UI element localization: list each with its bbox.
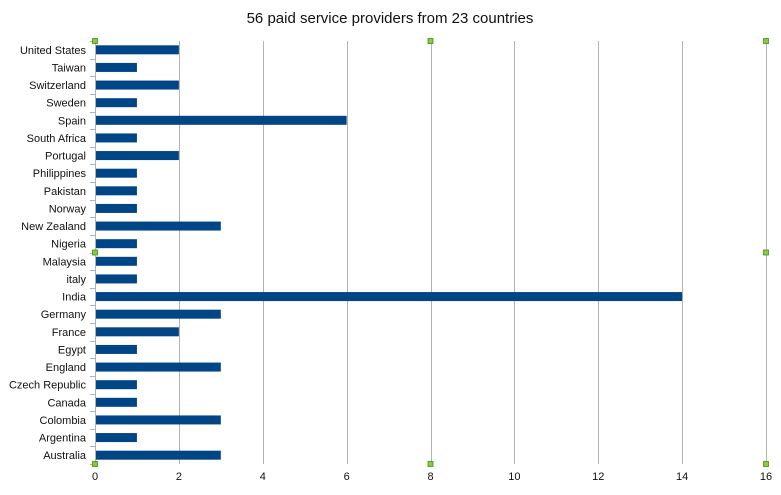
bar-switzerland xyxy=(96,80,179,90)
category-label: Canada xyxy=(47,397,86,409)
x-tick-label: 6 xyxy=(344,471,350,483)
selection-handle[interactable] xyxy=(763,249,769,256)
category-label: England xyxy=(46,362,86,374)
category-label: italy xyxy=(66,274,86,286)
category-label: Argentina xyxy=(39,433,87,445)
bar-italy xyxy=(96,274,137,284)
category-label: South Africa xyxy=(27,133,87,145)
category-labels: United States Taiwan Switzerland Sweden Spai… xyxy=(9,45,87,462)
category-label: Pakistan xyxy=(44,186,86,198)
bar-south-africa xyxy=(96,133,137,143)
bar-england xyxy=(96,362,221,372)
x-tick-label: 8 xyxy=(427,471,433,483)
bar-argentina xyxy=(96,433,137,443)
bar-taiwan xyxy=(96,62,137,72)
x-tick-label: 2 xyxy=(176,471,182,483)
selection-handle[interactable] xyxy=(763,461,769,467)
category-label: United States xyxy=(20,45,87,57)
bar-australia xyxy=(96,450,221,460)
category-label: India xyxy=(62,292,87,304)
selection-handles xyxy=(92,38,769,467)
bar-pakistan xyxy=(96,186,137,196)
bar-sweden xyxy=(96,98,137,108)
selection-handle[interactable] xyxy=(92,38,98,44)
category-label: Switzerland xyxy=(29,80,86,92)
bar-philippines xyxy=(96,168,137,178)
grid-lines xyxy=(90,41,767,465)
bar-new-zealand xyxy=(96,221,221,231)
selection-handle[interactable] xyxy=(427,38,434,44)
bar-india xyxy=(96,292,683,302)
category-label: France xyxy=(52,327,86,339)
bar-malaysia xyxy=(96,256,137,266)
chart-title: 56 paid service providers from 23 countr… xyxy=(247,10,534,27)
category-label: Germany xyxy=(41,309,87,321)
bar-nigeria xyxy=(96,239,137,249)
category-label: Egypt xyxy=(58,344,86,356)
category-label: Malaysia xyxy=(43,256,87,268)
selection-handle[interactable] xyxy=(763,38,769,44)
category-label: Nigeria xyxy=(51,239,87,251)
category-label: Sweden xyxy=(46,98,86,110)
bars xyxy=(96,45,683,460)
selection-handle[interactable] xyxy=(427,461,434,467)
bar-canada xyxy=(96,397,137,407)
category-label: Philippines xyxy=(33,168,87,180)
x-tick-label: 10 xyxy=(508,471,520,483)
category-label: Taiwan xyxy=(52,62,86,74)
selection-handle[interactable] xyxy=(92,249,98,256)
bar-germany xyxy=(96,309,221,319)
x-tick-label: 14 xyxy=(676,471,688,483)
category-label: Norway xyxy=(49,203,87,215)
bar-czech-republic xyxy=(96,380,137,390)
category-label: New Zealand xyxy=(21,221,86,233)
bar-norway xyxy=(96,203,137,213)
bar-portugal xyxy=(96,151,179,161)
bar-egypt xyxy=(96,344,137,354)
bar-spain xyxy=(96,115,347,125)
category-label: Colombia xyxy=(40,415,87,427)
bar-colombia xyxy=(96,415,221,425)
bar-united-states xyxy=(96,45,179,55)
x-tick-label: 16 xyxy=(760,471,772,483)
x-tick-labels: 0 2 4 6 8 10 12 14 16 xyxy=(92,471,772,483)
category-label: Spain xyxy=(58,115,86,127)
category-label: Czech Republic xyxy=(9,380,87,392)
x-tick-label: 4 xyxy=(260,471,266,483)
category-label: Portugal xyxy=(45,151,86,163)
category-label: Australia xyxy=(43,450,87,462)
x-tick-label: 12 xyxy=(592,471,604,483)
x-tick-label: 0 xyxy=(92,471,98,483)
bar-france xyxy=(96,327,179,337)
selection-handle[interactable] xyxy=(92,461,98,467)
